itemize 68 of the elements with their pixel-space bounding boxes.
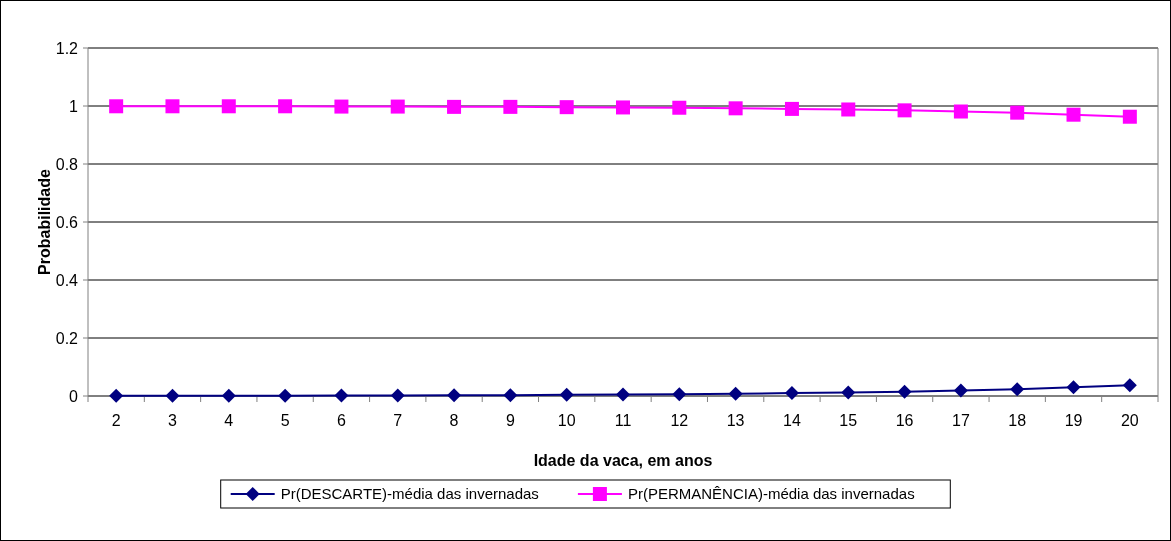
x-tick-label: 4 bbox=[224, 412, 234, 429]
y-tick-label: 0 bbox=[69, 387, 79, 405]
point bbox=[841, 102, 856, 117]
point bbox=[390, 99, 405, 114]
x-tick-label: 13 bbox=[726, 412, 745, 429]
x-tick-label: 6 bbox=[336, 412, 346, 429]
point bbox=[278, 99, 293, 114]
point bbox=[1010, 105, 1025, 120]
point bbox=[1122, 378, 1137, 393]
x-tick-label: 14 bbox=[783, 412, 801, 429]
legend-label: Pr(DESCARTE)-média das invernadas bbox=[280, 485, 539, 503]
point bbox=[897, 103, 912, 118]
y-tick-label: 1.2 bbox=[55, 39, 79, 57]
y-tick-label: 0.8 bbox=[55, 155, 79, 173]
x-tick-label: 7 bbox=[393, 412, 403, 429]
x-tick-label: 19 bbox=[1064, 412, 1083, 429]
point bbox=[334, 99, 349, 114]
point bbox=[390, 388, 405, 403]
point bbox=[221, 99, 236, 114]
x-tick-label: 18 bbox=[1008, 412, 1027, 429]
x-tick-label: 5 bbox=[280, 412, 290, 429]
point bbox=[728, 386, 743, 401]
point bbox=[841, 385, 856, 400]
x-tick-label: 12 bbox=[670, 412, 689, 429]
x-tick-label: 16 bbox=[895, 412, 914, 429]
point bbox=[165, 388, 180, 403]
point bbox=[165, 99, 180, 114]
point bbox=[672, 100, 687, 115]
point bbox=[109, 388, 124, 403]
point bbox=[953, 383, 968, 398]
point bbox=[221, 388, 236, 403]
point bbox=[447, 388, 462, 403]
x-tick-label: 17 bbox=[952, 412, 970, 429]
point bbox=[616, 387, 630, 402]
point bbox=[109, 99, 124, 114]
point bbox=[503, 388, 518, 403]
y-tick-label: 0.4 bbox=[55, 271, 79, 289]
x-tick-label: 8 bbox=[449, 412, 459, 429]
point bbox=[447, 99, 462, 114]
point bbox=[503, 99, 518, 114]
x-tick-label: 3 bbox=[168, 412, 178, 429]
legend-label: Pr(PERMANÊNCIA)-média das invernadas bbox=[627, 485, 915, 503]
point bbox=[334, 388, 349, 403]
point bbox=[728, 101, 743, 116]
y-tick-label: 1 bbox=[69, 97, 79, 115]
x-tick-label: 10 bbox=[557, 412, 576, 429]
point bbox=[616, 100, 630, 115]
point bbox=[953, 104, 968, 119]
point bbox=[897, 384, 912, 399]
x-tick-label: 2 bbox=[111, 412, 121, 429]
x-tick-label: 11 bbox=[614, 412, 632, 429]
point bbox=[278, 388, 293, 403]
point bbox=[559, 100, 574, 115]
point bbox=[1066, 107, 1081, 122]
x-tick-label: 20 bbox=[1120, 412, 1139, 429]
point bbox=[1122, 109, 1137, 124]
point bbox=[559, 387, 574, 402]
point bbox=[784, 101, 799, 116]
y-tick-label: 0.6 bbox=[55, 213, 79, 231]
point bbox=[784, 386, 799, 401]
point bbox=[672, 387, 687, 402]
y-tick-label: 0.2 bbox=[55, 329, 79, 347]
x-tick-label: 9 bbox=[505, 412, 515, 429]
x-axis-title: Idade da vaca, em anos bbox=[533, 452, 713, 469]
y-axis-title: Probabilidade bbox=[36, 169, 53, 275]
point bbox=[1010, 382, 1025, 397]
x-tick-label: 15 bbox=[839, 412, 858, 429]
point bbox=[1066, 380, 1081, 395]
